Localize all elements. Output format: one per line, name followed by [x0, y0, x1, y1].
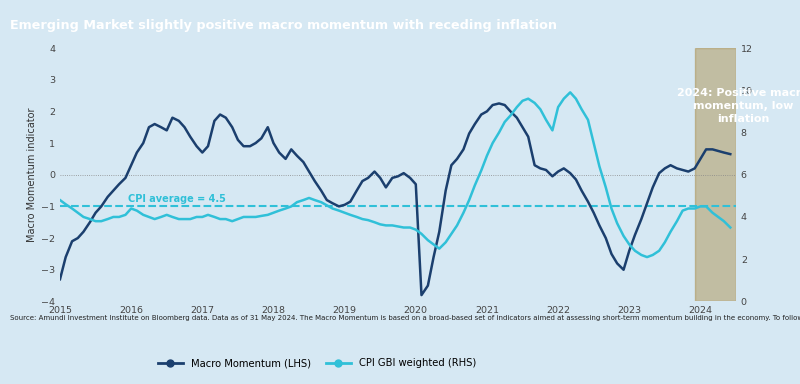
- Y-axis label: Macro Momentum indicator: Macro Momentum indicator: [27, 108, 37, 242]
- Text: Emerging Market slightly positive macro momentum with receding inflation: Emerging Market slightly positive macro …: [10, 19, 557, 32]
- Text: Source: Amundi Investment Institute on Bloomberg data. Data as of 31 May 2024. T: Source: Amundi Investment Institute on B…: [10, 315, 800, 321]
- Text: 2024: Positive macro
momentum, low
inflation: 2024: Positive macro momentum, low infla…: [678, 88, 800, 124]
- Text: CPI average = 4.5: CPI average = 4.5: [128, 194, 226, 204]
- Legend: Macro Momentum (LHS), CPI GBI weighted (RHS): Macro Momentum (LHS), CPI GBI weighted (…: [154, 354, 480, 372]
- Bar: [694, 48, 736, 301]
